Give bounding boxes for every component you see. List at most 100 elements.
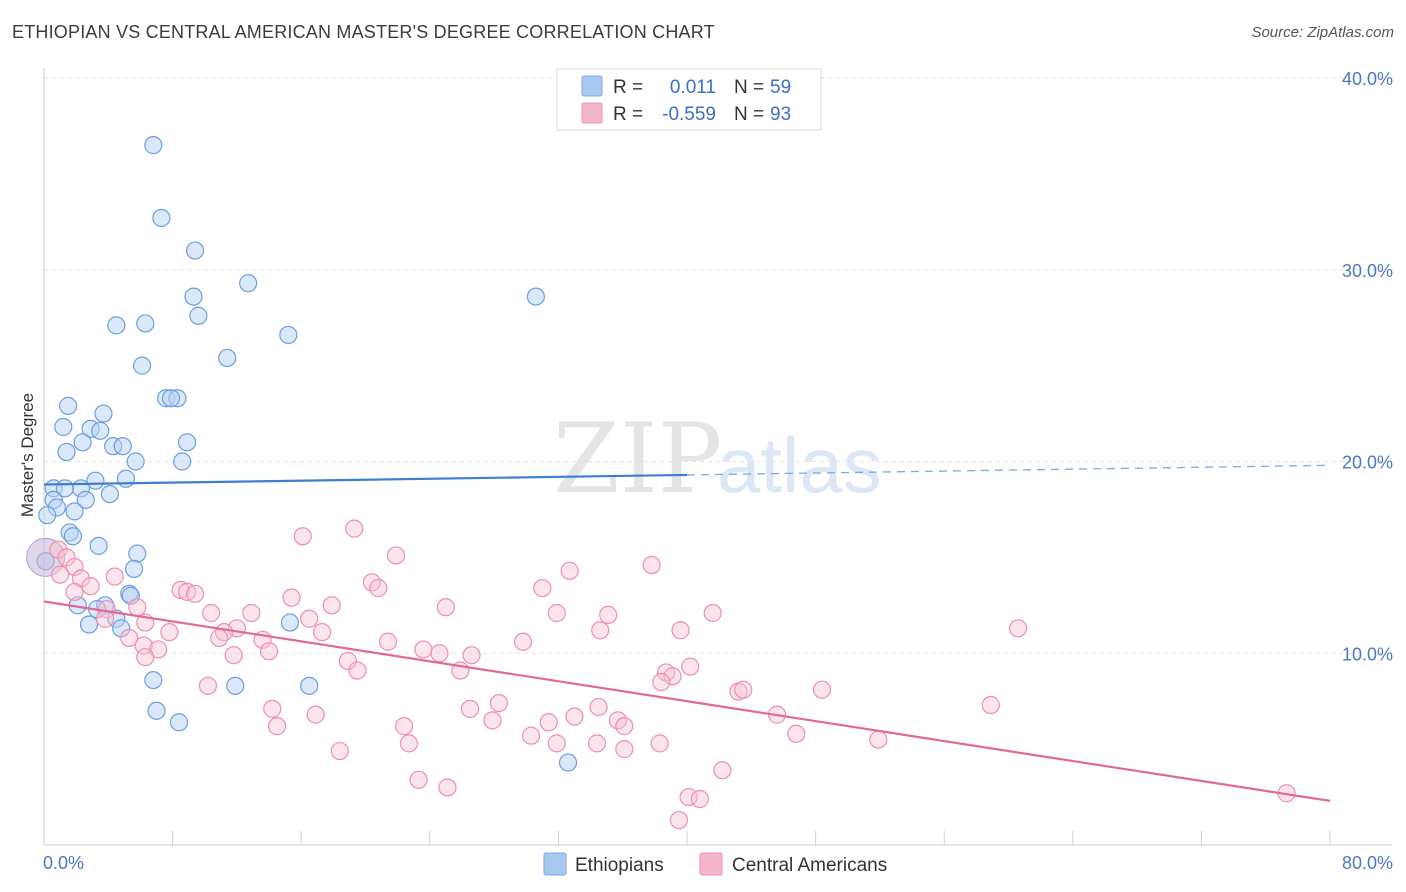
data-point	[650, 734, 669, 753]
data-point	[76, 490, 95, 509]
data-point	[734, 680, 753, 699]
legend-swatch-central-americans	[581, 102, 603, 124]
y-tick-labels: 10.0% 20.0% 30.0% 40.0%	[1342, 69, 1393, 664]
legend-r-label: R =	[613, 104, 643, 125]
data-point	[173, 452, 192, 471]
data-point	[57, 442, 76, 462]
data-point	[242, 603, 261, 623]
data-point	[177, 433, 197, 452]
data-point	[171, 580, 190, 600]
y-tick-label: 30.0%	[1342, 261, 1393, 281]
data-point	[160, 623, 179, 642]
data-point	[386, 546, 406, 565]
data-point	[513, 632, 533, 651]
data-point	[38, 506, 57, 525]
data-point	[599, 605, 618, 625]
data-point	[399, 734, 419, 753]
data-point	[293, 527, 312, 546]
data-point	[136, 314, 155, 333]
data-point	[144, 670, 163, 690]
data-point	[186, 584, 205, 603]
data-point	[279, 325, 298, 345]
data-point	[120, 628, 139, 648]
data-point	[267, 717, 287, 736]
x-tick-labels: 0.0% 80.0%	[43, 853, 1393, 873]
data-point	[65, 582, 84, 601]
data-point	[703, 603, 722, 623]
data-point	[615, 717, 634, 736]
legend-swatch-ethiopians	[581, 75, 603, 97]
data-point	[113, 437, 132, 456]
watermark: ZIP atlas	[553, 403, 882, 515]
source-label: Source: ZipAtlas.com	[1251, 24, 1394, 41]
data-point	[533, 578, 552, 598]
data-point	[107, 316, 126, 335]
legend-n-label: N =	[734, 77, 764, 98]
data-point	[50, 565, 70, 584]
y-tick-label: 10.0%	[1342, 644, 1393, 664]
data-point	[121, 586, 140, 605]
data-point	[669, 810, 689, 830]
data-point	[126, 452, 145, 471]
data-point	[116, 469, 136, 488]
data-point-cluster	[26, 537, 66, 577]
data-point	[642, 555, 661, 575]
data-point	[558, 753, 578, 772]
series-ethiopians	[26, 136, 578, 772]
data-point	[128, 544, 147, 563]
watermark-zip: ZIP	[553, 403, 722, 515]
bottom-legend-ethiopians: Ethiopians	[575, 855, 664, 876]
trend-line-central-americans	[43, 600, 1331, 802]
data-point	[671, 621, 690, 640]
data-point	[59, 396, 78, 415]
data-point	[394, 717, 414, 736]
data-point	[189, 306, 208, 325]
data-point	[348, 661, 367, 680]
data-point	[128, 598, 147, 617]
data-point	[239, 274, 258, 293]
legend-n-value: 93	[770, 104, 791, 125]
data-point	[259, 642, 279, 661]
data-point	[218, 348, 237, 368]
legend-r-value: 0.011	[670, 77, 716, 98]
data-point	[136, 647, 155, 667]
legend-n-label: N =	[734, 104, 764, 125]
y-tick-label: 20.0%	[1342, 453, 1393, 473]
data-point	[330, 741, 349, 761]
data-point	[338, 651, 357, 671]
data-point	[186, 241, 205, 260]
data-point	[132, 356, 152, 375]
trend-line-ethiopians	[43, 473, 688, 486]
data-point	[100, 484, 120, 504]
data-point	[430, 644, 449, 663]
data-point	[409, 770, 428, 789]
data-point	[300, 609, 319, 628]
data-point	[1009, 619, 1028, 638]
data-point	[483, 711, 502, 730]
data-point	[587, 734, 607, 753]
data-point	[436, 598, 455, 617]
bottom-legend: Ethiopians Central Americans	[543, 852, 887, 876]
data-point	[981, 695, 1000, 715]
data-point	[73, 433, 92, 452]
data-point	[282, 588, 301, 607]
data-point	[681, 657, 700, 676]
data-point	[869, 730, 888, 749]
data-point	[263, 699, 282, 718]
data-point	[306, 705, 325, 724]
data-point	[438, 778, 457, 797]
data-point	[198, 676, 218, 695]
data-point	[560, 561, 579, 580]
data-point	[690, 789, 709, 809]
data-point	[615, 740, 634, 759]
data-point	[521, 726, 541, 745]
data-point	[89, 536, 108, 555]
data-point	[184, 287, 203, 306]
data-point	[210, 628, 229, 648]
data-point	[202, 603, 221, 623]
data-point	[65, 502, 84, 521]
x-tick-label: 80.0%	[1342, 853, 1393, 873]
data-point	[526, 287, 545, 306]
data-point	[94, 404, 113, 423]
